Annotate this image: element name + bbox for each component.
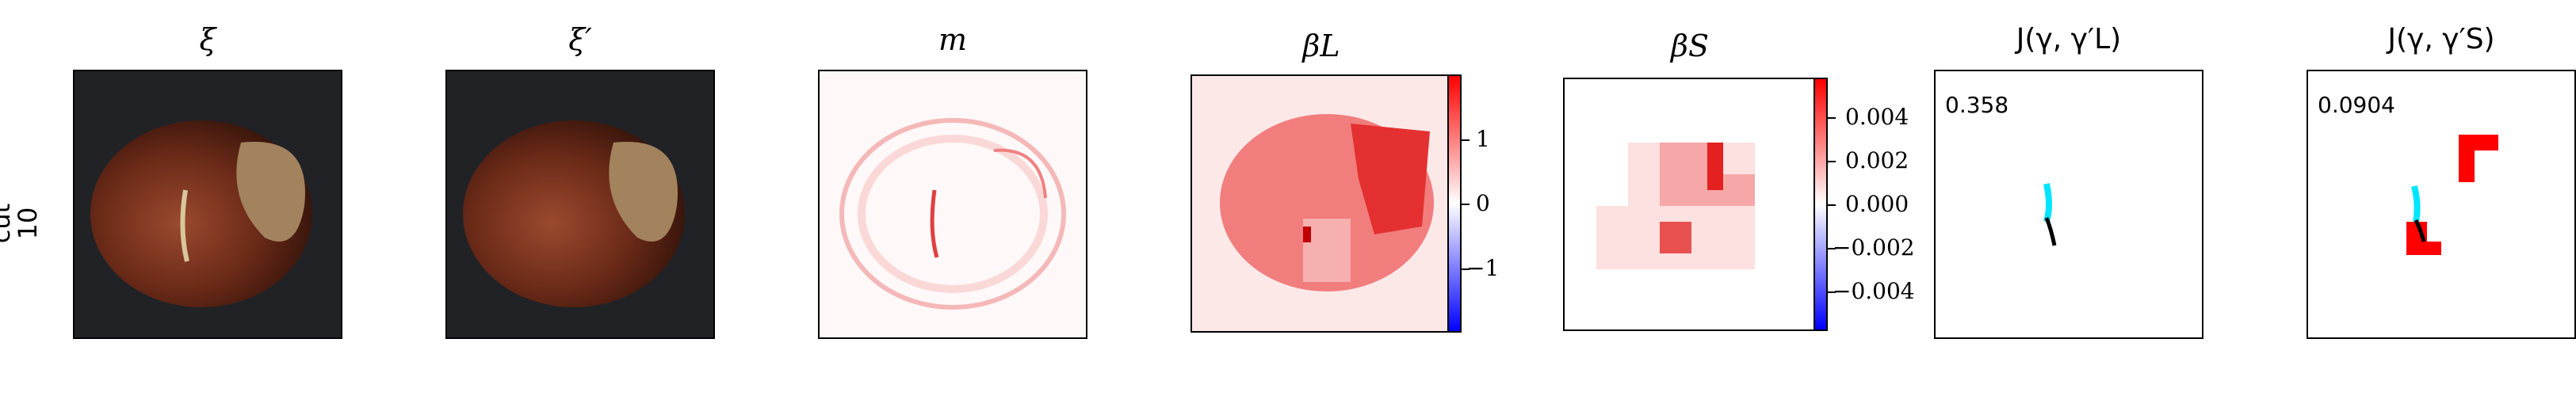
gamma-prime-curve [2044, 217, 2057, 246]
gamma-prime-curve [2414, 219, 2426, 242]
score-j-s: 0.0904 [2318, 92, 2395, 118]
cbar-s-label: 0.000 [1845, 191, 1909, 217]
cbar-s-label: −0.004 [1833, 278, 1915, 304]
cbar-l-label: 0 [1476, 190, 1490, 216]
cbar-s-tick [1828, 204, 1836, 206]
panel-title-xi-prime: ξ′ [568, 22, 592, 57]
row-label: cut 10 [0, 168, 43, 279]
beta-s-hot-2 [1660, 222, 1691, 253]
panel-title-j-l: J(γ, γ′L) [2016, 23, 2122, 55]
image-j-s: 0.0904 [2307, 70, 2576, 339]
cbar-s-tick [1828, 291, 1836, 293]
image-j-l: 0.358 [1934, 70, 2203, 339]
j-s-svg [2406, 135, 2498, 255]
nut-cap [236, 142, 305, 242]
region-s-1 [2459, 135, 2498, 182]
cbar-l-tick [1462, 268, 1470, 270]
cbar-l-tick [1462, 139, 1470, 141]
beta-l-hot [1351, 124, 1430, 234]
hazelnut-xi-prime-svg [463, 120, 685, 307]
panel-title-m: m [938, 22, 968, 57]
colorbar-beta-l [1447, 74, 1462, 333]
panel-title-beta-l: βL [1302, 29, 1340, 63]
panel-title-j-s: J(γ, γ′S) [2387, 23, 2495, 55]
nut-cut [180, 189, 189, 262]
image-beta-s [1563, 78, 1817, 331]
beta-s-svg [1596, 143, 1755, 269]
cbar-l-tick [1462, 204, 1470, 205]
panel-title-beta-s: βS [1670, 29, 1709, 63]
image-xi [73, 70, 342, 339]
gamma-curve [2411, 185, 2421, 223]
m-outline [839, 118, 1066, 310]
panel-title-xi: ξ [199, 22, 216, 57]
gamma-curve [2043, 183, 2052, 223]
row-label-number: 10 [13, 207, 43, 240]
beta-l-cut [1303, 227, 1311, 242]
m-edge [993, 148, 1047, 199]
image-beta-l [1191, 74, 1452, 333]
cbar-l-label: −1 [1466, 255, 1500, 281]
cbar-s-label: 0.002 [1845, 147, 1909, 173]
m-inner [858, 135, 1048, 293]
cbar-s-tick [1828, 248, 1836, 249]
cbar-l-label: 1 [1476, 126, 1490, 152]
m-map-svg [839, 118, 1066, 310]
cbar-s-tick [1828, 161, 1836, 162]
nut-cap [609, 142, 678, 242]
score-j-l: 0.358 [1945, 92, 2009, 118]
m-cut [930, 189, 939, 258]
cbar-s-label: 0.004 [1845, 104, 1909, 130]
colorbar-beta-s [1814, 78, 1828, 331]
beta-l-svg [1220, 114, 1434, 291]
beta-s-hot-1 [1707, 143, 1723, 190]
cbar-s-label: −0.002 [1833, 234, 1915, 261]
image-m [818, 70, 1087, 339]
hazelnut-xi-svg [90, 120, 312, 307]
cbar-s-tick [1828, 117, 1836, 119]
image-xi-prime [445, 70, 715, 339]
j-l-svg [2043, 183, 2057, 246]
